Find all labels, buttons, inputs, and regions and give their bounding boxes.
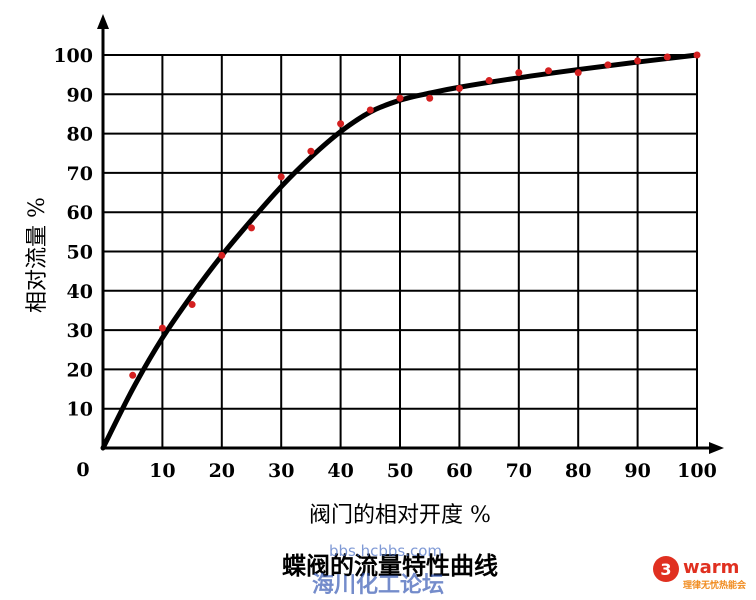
data-point xyxy=(426,94,434,102)
data-point xyxy=(307,147,315,155)
chart-title: 蝶阀的流量特性曲线 xyxy=(282,552,498,580)
x-tick-label: 90 xyxy=(624,460,650,482)
data-point xyxy=(366,106,374,114)
data-point xyxy=(396,94,404,102)
data-point xyxy=(545,67,552,75)
y-tick-label: 70 xyxy=(67,163,93,185)
logo-circle-icon xyxy=(653,556,679,582)
data-point xyxy=(158,324,166,332)
x-axis-arrow xyxy=(709,442,724,454)
origin-label: 0 xyxy=(76,459,89,481)
grid xyxy=(103,54,698,448)
y-axis-arrow xyxy=(97,14,109,29)
y-tick-label: 10 xyxy=(67,399,93,421)
x-tick-label: 60 xyxy=(446,460,472,482)
logo-word: warm xyxy=(683,557,739,578)
x-tick-labels: 10 20 30 40 50 60 70 80 90 100 xyxy=(149,460,717,482)
data-point xyxy=(337,120,345,128)
y-tick-label: 100 xyxy=(53,45,93,67)
warm-logo: 3 warm 理律无忧热能会 xyxy=(653,556,747,591)
y-tick-labels: 10 20 30 40 50 60 70 80 90 100 xyxy=(53,45,93,421)
data-point xyxy=(515,69,523,77)
data-point xyxy=(455,84,463,92)
y-tick-label: 90 xyxy=(67,84,93,106)
data-point xyxy=(574,69,582,77)
flow-characteristic-curve xyxy=(100,52,700,451)
logo-subtitle: 理律无忧热能会 xyxy=(683,579,747,591)
y-axis-title: 相对流量 % xyxy=(25,197,50,313)
data-point xyxy=(277,173,285,181)
x-tick-label: 100 xyxy=(677,460,717,482)
x-tick-label: 40 xyxy=(327,460,353,482)
y-tick-label: 30 xyxy=(67,320,93,342)
x-tick-label: 70 xyxy=(506,460,532,482)
y-tick-label: 80 xyxy=(67,124,93,146)
axes xyxy=(97,14,724,454)
y-tick-label: 20 xyxy=(67,359,93,381)
x-tick-label: 50 xyxy=(387,460,413,482)
y-tick-label: 40 xyxy=(67,281,93,303)
x-tick-label: 20 xyxy=(209,460,235,482)
logo-digit: 3 xyxy=(660,560,671,579)
measured-points xyxy=(129,51,701,379)
data-point xyxy=(663,53,671,61)
data-point xyxy=(634,57,642,65)
x-axis-title: 阀门的相对开度 % xyxy=(309,503,491,528)
data-point xyxy=(129,371,137,379)
watermark-url: bbs.hcbbs.com xyxy=(329,542,442,560)
y-tick-label: 50 xyxy=(67,242,93,264)
data-point xyxy=(693,51,701,59)
x-tick-label: 30 xyxy=(268,460,294,482)
data-point xyxy=(604,61,612,69)
x-tick-label: 10 xyxy=(149,460,175,482)
data-point xyxy=(485,77,493,85)
y-tick-label: 60 xyxy=(67,202,93,224)
data-point xyxy=(248,224,255,232)
watermark-forum: 海川化工论坛 xyxy=(312,572,444,598)
x-tick-label: 80 xyxy=(565,460,591,482)
data-point xyxy=(188,301,196,309)
data-point xyxy=(218,251,226,259)
